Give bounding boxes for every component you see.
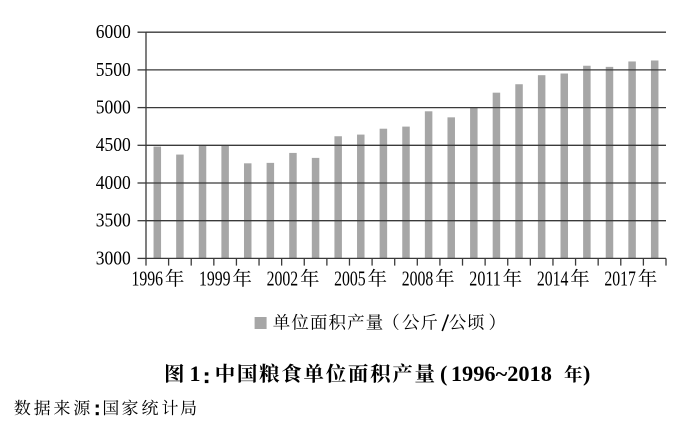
svg-text:(: ( (440, 361, 447, 386)
svg-text:2011: 2011 (469, 266, 501, 290)
svg-text:2008: 2008 (402, 266, 434, 290)
svg-text:5000: 5000 (96, 98, 131, 119)
svg-text:): ) (583, 361, 590, 386)
svg-text:5500: 5500 (96, 60, 131, 81)
svg-text:4500: 4500 (96, 135, 131, 156)
svg-text:1999: 1999 (199, 266, 231, 290)
svg-text:2017: 2017 (604, 266, 636, 290)
svg-text:3000: 3000 (96, 248, 131, 269)
svg-text:1996~2018: 1996~2018 (451, 361, 552, 386)
svg-text:2014: 2014 (537, 266, 569, 290)
svg-text:2005: 2005 (334, 266, 366, 290)
svg-text:1: 1 (190, 361, 201, 386)
svg-text:4000: 4000 (96, 173, 131, 194)
svg-text:2002: 2002 (267, 266, 299, 290)
svg-text:3500: 3500 (96, 211, 131, 232)
svg-text:6000: 6000 (96, 22, 131, 43)
svg-text:1996: 1996 (132, 266, 164, 290)
